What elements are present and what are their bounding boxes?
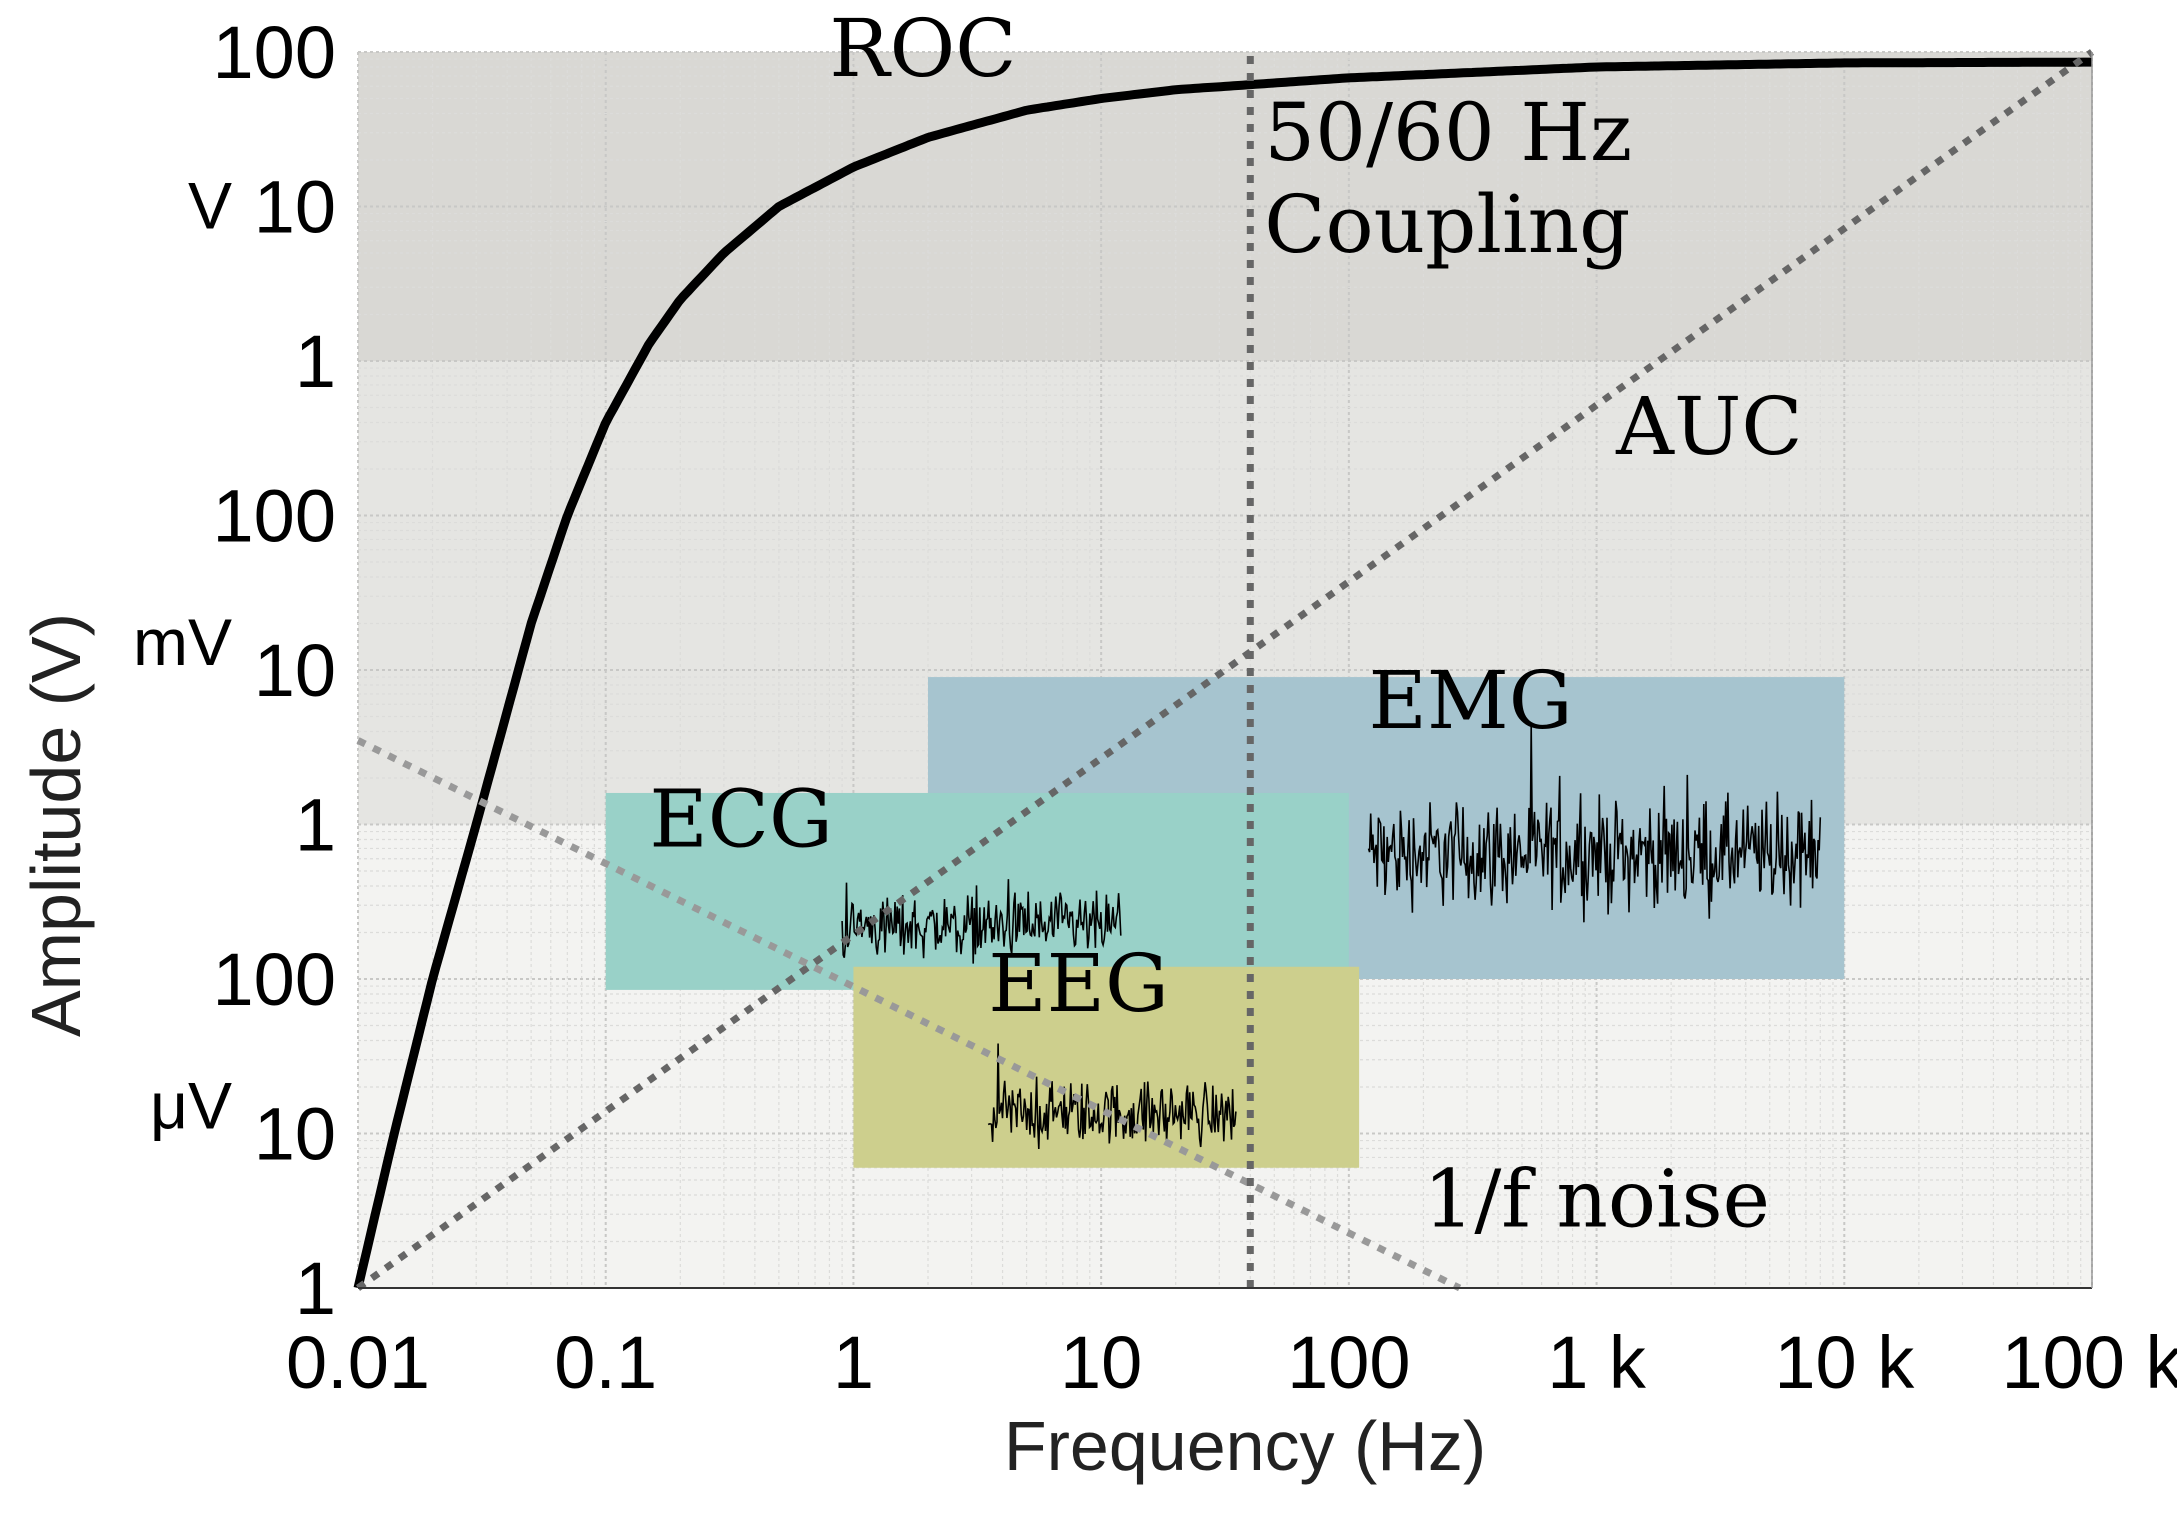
y-tick-label: 1 (295, 784, 336, 867)
label-50-60-hz-coupling-line: 50/60 Hz (1264, 86, 1632, 179)
y-tick-label: 1 (295, 320, 336, 403)
unit-label-mv: mV (133, 605, 232, 679)
y-tick-label: 100 (213, 475, 336, 558)
label-auc: AUC (1615, 380, 1802, 473)
signal-regions (605, 677, 1845, 1168)
label-ecg: ECG (649, 773, 833, 866)
label-roc: ROC (829, 2, 1016, 95)
label-1-f-noise: 1/f noise (1423, 1153, 1770, 1246)
y-tick-label: 10 (254, 629, 336, 712)
region-eeg (853, 966, 1360, 1168)
unit-label-micro-v: μV (150, 1068, 232, 1142)
x-axis-label: Frequency (Hz) (1004, 1407, 1486, 1485)
y-tick-label: 1 (295, 1247, 336, 1330)
label-50-60-hz-coupling-line: Coupling (1264, 178, 1630, 271)
signal-traces (841, 725, 1822, 1150)
axes: 0.01 0.1 1 10 100 1 k 10 k 100 k 1 10 100 1 10 100 1 10… (133, 11, 2177, 1404)
y-tick-label: 10 (254, 1093, 336, 1176)
label-50-60-hz-coupling: 50/60 Hz Coupling (1264, 86, 1632, 271)
y-axis-label: Amplitude (V) (17, 613, 95, 1037)
y-tick-label: 100 (213, 11, 336, 94)
y-tick-label: 10 (254, 166, 336, 249)
x-tick-label: 0.01 (286, 1321, 430, 1404)
unit-label-v: V (188, 169, 232, 243)
series-auc (355, 49, 2095, 1291)
trace-ecg (841, 879, 1122, 964)
x-tick-label: 1 (833, 1321, 874, 1404)
trace-eeg (987, 1043, 1237, 1150)
x-tick-label: 1 k (1547, 1321, 1647, 1404)
series-roc (353, 57, 2093, 1290)
x-tick-label: 100 (1287, 1321, 1410, 1404)
y-tick-label: 100 (213, 938, 336, 1021)
label-eeg: EEG (988, 937, 1169, 1030)
x-tick-label: 10 (1060, 1321, 1142, 1404)
x-tick-label: 100 k (2001, 1321, 2177, 1404)
series-1-f-noise (356, 737, 1462, 1292)
trace-emg (1367, 725, 1822, 923)
series-lines (353, 49, 2095, 1292)
x-tick-label: 10 k (1774, 1321, 1915, 1404)
label-emg: EMG (1368, 654, 1572, 747)
annotations: ROC AUC 1/f noise 50/60 Hz Coupling EMG ECG EEG (649, 2, 1802, 1246)
x-tick-label: 0.1 (554, 1321, 657, 1404)
